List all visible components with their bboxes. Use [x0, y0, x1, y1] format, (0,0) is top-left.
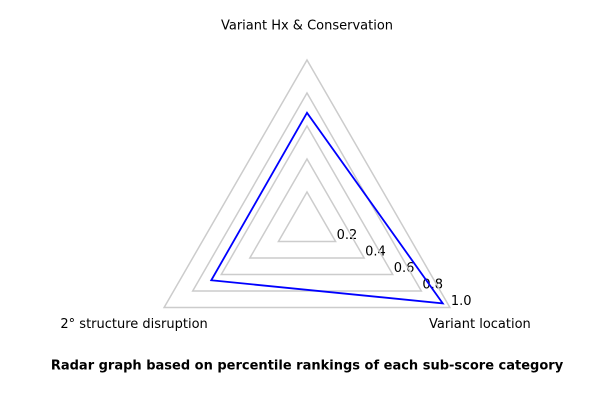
axis-label: Variant Hx & Conservation: [221, 19, 393, 34]
grid-ring: [162, 58, 452, 309]
axis-label: Variant location: [429, 317, 531, 332]
data-polygon: [209, 111, 445, 305]
axis-label: 2° structure disruption: [60, 317, 207, 332]
chart-title: Radar graph based on percentile rankings…: [51, 359, 564, 374]
r-tick-label: 0.6: [394, 261, 415, 276]
r-tick-label: 0.2: [337, 228, 358, 243]
grid-ring: [277, 190, 337, 243]
grid-ring: [219, 124, 395, 276]
r-tick-label: 0.4: [365, 245, 386, 260]
r-tick-label: 1.0: [451, 294, 472, 309]
grid-ring: [248, 157, 366, 259]
